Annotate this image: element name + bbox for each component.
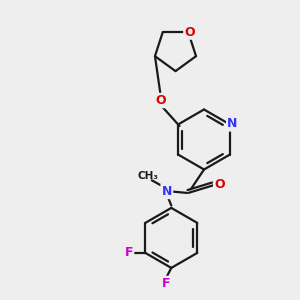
Text: O: O [155,94,166,107]
Text: F: F [124,246,133,260]
Text: CH₃: CH₃ [137,171,158,182]
Text: O: O [184,26,195,38]
Text: O: O [214,178,225,191]
Text: N: N [227,117,238,130]
Text: N: N [162,185,172,198]
Text: F: F [162,277,170,290]
